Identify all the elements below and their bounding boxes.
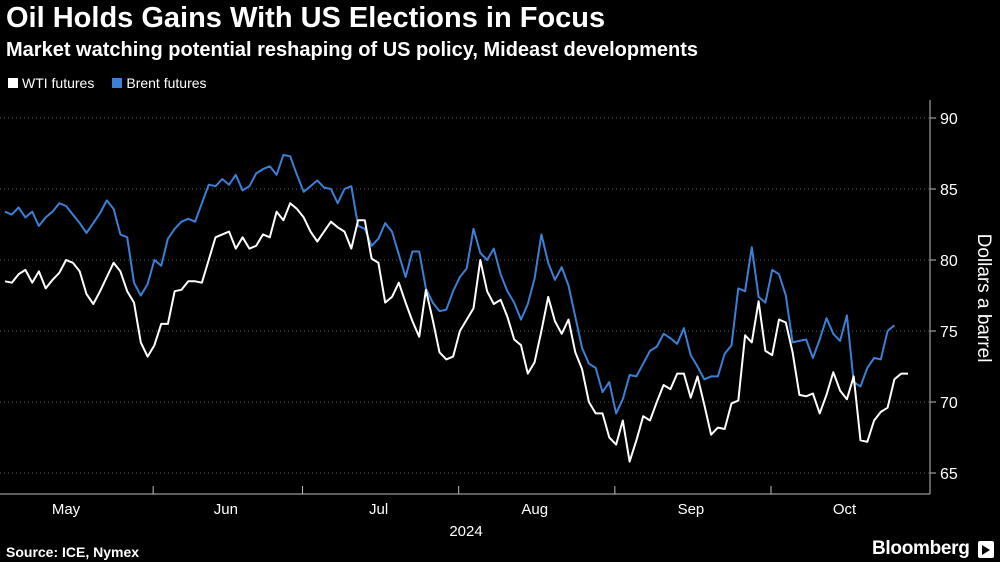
series-line-wti bbox=[4, 202, 908, 463]
legend-item-wti: WTI futures bbox=[8, 75, 94, 91]
x-tick-label-sep: Sep bbox=[678, 501, 705, 518]
grid-layer bbox=[0, 117, 930, 474]
y-tick-label: 80 bbox=[940, 253, 958, 270]
y-axis-label: Dollars a barrel bbox=[973, 234, 994, 363]
source-note: Source: ICE, Nymex bbox=[6, 544, 140, 560]
x-tick-label-jul: Jul bbox=[369, 501, 388, 518]
series-layer bbox=[4, 153, 908, 463]
chart-legend: WTI futures Brent futures bbox=[8, 75, 207, 91]
legend-label-wti: WTI futures bbox=[22, 75, 95, 91]
x-tick-label-aug: Aug bbox=[521, 501, 548, 518]
axis-layer: 65 70 75 80 85 90 May Jun Jul Aug Sep Oct bbox=[0, 100, 958, 518]
y-tick-label: 65 bbox=[940, 466, 958, 483]
y-tick-label: 85 bbox=[940, 182, 958, 199]
x-tick-label-oct: Oct bbox=[833, 501, 857, 518]
legend-label-brent: Brent futures bbox=[126, 75, 207, 91]
legend-swatch-wti bbox=[8, 78, 18, 88]
x-axis-year-label: 2024 bbox=[449, 523, 482, 540]
y-tick-label: 70 bbox=[940, 395, 958, 412]
brand-arrow-icon bbox=[978, 541, 994, 558]
chart-subtitle: Market watching potential reshaping of U… bbox=[6, 39, 698, 61]
legend-swatch-brent bbox=[112, 78, 123, 88]
x-tick-label-jun: Jun bbox=[214, 501, 238, 518]
series-line-brent bbox=[4, 153, 896, 415]
y-tick-label: 90 bbox=[940, 111, 958, 128]
chart-title: Oil Holds Gains With US Elections in Foc… bbox=[6, 2, 606, 34]
brand-wordmark: Bloomberg bbox=[872, 538, 970, 559]
x-tick-label-may: May bbox=[52, 501, 81, 518]
y-tick-label: 75 bbox=[940, 324, 958, 341]
legend-item-brent: Brent futures bbox=[112, 75, 207, 91]
